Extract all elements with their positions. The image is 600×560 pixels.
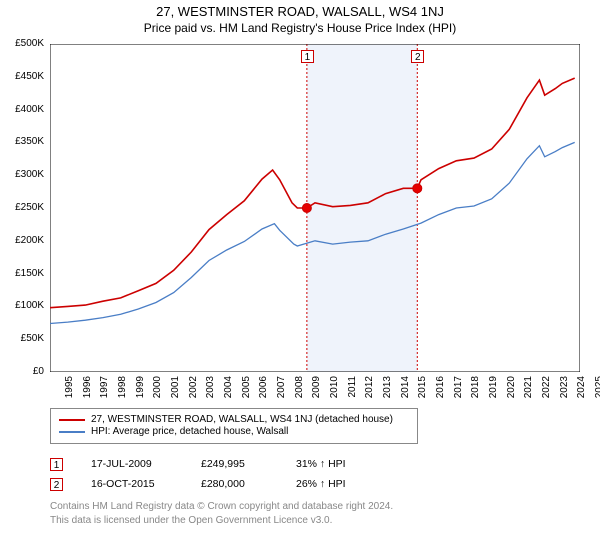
title-block: 27, WESTMINSTER ROAD, WALSALL, WS4 1NJ P… — [0, 0, 600, 35]
x-tick-label: 2009 — [311, 376, 322, 402]
sales-table: 1 17-JUL-2009 £249,995 31% ↑ HPI 2 16-OC… — [50, 454, 356, 494]
footer-line: Contains HM Land Registry data © Crown c… — [50, 500, 393, 514]
footer: Contains HM Land Registry data © Crown c… — [50, 500, 393, 527]
sale-date: 16-OCT-2015 — [91, 478, 201, 490]
x-tick-label: 2022 — [541, 376, 552, 402]
y-tick-label: £200K — [4, 235, 44, 246]
chart-area: £0£50K£100K£150K£200K£250K£300K£350K£400… — [50, 44, 580, 372]
x-tick-label: 2016 — [435, 376, 446, 402]
x-tick-label: 2017 — [453, 376, 464, 402]
legend-item: HPI: Average price, detached house, Wals… — [59, 426, 409, 437]
x-tick-label: 2008 — [294, 376, 305, 402]
x-tick-label: 2023 — [559, 376, 570, 402]
legend: 27, WESTMINSTER ROAD, WALSALL, WS4 1NJ (… — [50, 408, 418, 444]
y-tick-label: £50K — [4, 333, 44, 344]
plot-svg — [50, 44, 580, 372]
x-tick-label: 1999 — [135, 376, 146, 402]
x-tick-label: 1995 — [64, 376, 75, 402]
y-tick-label: £400K — [4, 104, 44, 115]
x-tick-label: 2020 — [506, 376, 517, 402]
chart-title: 27, WESTMINSTER ROAD, WALSALL, WS4 1NJ — [0, 4, 600, 19]
y-tick-label: £0 — [4, 366, 44, 377]
x-tick-label: 2014 — [400, 376, 411, 402]
sale-price: £280,000 — [201, 478, 296, 490]
x-tick-label: 2002 — [188, 376, 199, 402]
x-tick-label: 2006 — [258, 376, 269, 402]
legend-label: HPI: Average price, detached house, Wals… — [91, 426, 288, 437]
x-tick-label: 2010 — [329, 376, 340, 402]
x-tick-label: 2007 — [276, 376, 287, 402]
legend-item: 27, WESTMINSTER ROAD, WALSALL, WS4 1NJ (… — [59, 414, 409, 425]
x-tick-label: 1996 — [82, 376, 93, 402]
y-tick-label: £450K — [4, 71, 44, 82]
y-tick-label: £500K — [4, 38, 44, 49]
x-tick-label: 2000 — [152, 376, 163, 402]
sale-pct: 31% ↑ HPI — [296, 458, 356, 470]
legend-label: 27, WESTMINSTER ROAD, WALSALL, WS4 1NJ (… — [91, 414, 393, 425]
x-tick-label: 2025 — [594, 376, 600, 402]
sales-row: 2 16-OCT-2015 £280,000 26% ↑ HPI — [50, 474, 356, 494]
sale-price: £249,995 — [201, 458, 296, 470]
legend-swatch — [59, 419, 85, 421]
chart-sale-marker-box: 2 — [411, 50, 424, 63]
y-tick-label: £300K — [4, 169, 44, 180]
x-tick-label: 2018 — [470, 376, 481, 402]
footer-line: This data is licensed under the Open Gov… — [50, 514, 393, 528]
x-tick-label: 2011 — [347, 376, 358, 402]
y-tick-label: £250K — [4, 202, 44, 213]
x-tick-label: 2005 — [241, 376, 252, 402]
legend-swatch — [59, 431, 85, 433]
sale-marker-box: 2 — [50, 478, 63, 491]
x-tick-label: 1997 — [99, 376, 110, 402]
x-tick-label: 1998 — [117, 376, 128, 402]
x-tick-label: 2004 — [223, 376, 234, 402]
x-tick-label: 2019 — [488, 376, 499, 402]
x-tick-label: 2024 — [576, 376, 587, 402]
y-tick-label: £100K — [4, 300, 44, 311]
y-tick-label: £150K — [4, 268, 44, 279]
x-tick-label: 2001 — [170, 376, 181, 402]
y-tick-label: £350K — [4, 136, 44, 147]
sale-marker-box: 1 — [50, 458, 63, 471]
sale-pct: 26% ↑ HPI — [296, 478, 356, 490]
x-tick-label: 2003 — [205, 376, 216, 402]
chart-sale-marker-box: 1 — [301, 50, 314, 63]
x-tick-label: 2012 — [364, 376, 375, 402]
x-tick-label: 2013 — [382, 376, 393, 402]
x-tick-label: 2021 — [523, 376, 534, 402]
chart-container: 27, WESTMINSTER ROAD, WALSALL, WS4 1NJ P… — [0, 0, 600, 560]
x-tick-label: 2015 — [417, 376, 428, 402]
chart-subtitle: Price paid vs. HM Land Registry's House … — [0, 21, 600, 35]
sale-date: 17-JUL-2009 — [91, 458, 201, 470]
sales-row: 1 17-JUL-2009 £249,995 31% ↑ HPI — [50, 454, 356, 474]
